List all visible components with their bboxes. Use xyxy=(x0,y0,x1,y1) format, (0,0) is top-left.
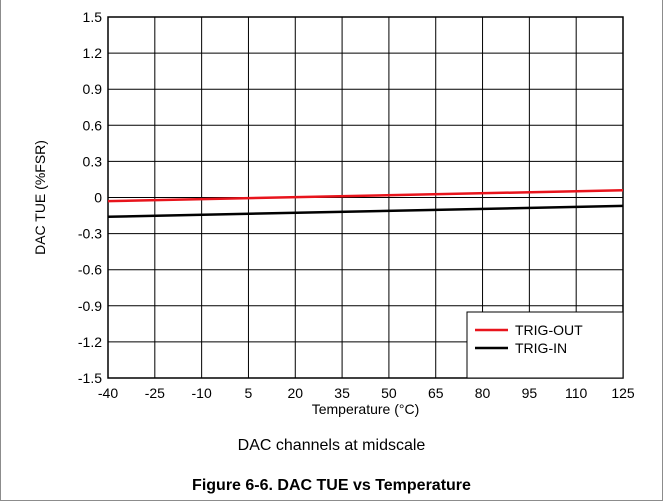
y-tick-labels: 1.5 1.2 0.9 0.6 0.3 0 -0.3 -0.6 -0.9 -1.2 -1.5 xyxy=(78,9,102,386)
y-tick-label: -0.6 xyxy=(78,262,102,278)
y-tick-label: -1.5 xyxy=(78,370,102,386)
series-line-trig-in xyxy=(107,204,624,219)
y-tick-label: 0.9 xyxy=(83,81,103,97)
y-tick-label: -0.9 xyxy=(78,298,102,314)
series-layer xyxy=(107,189,624,219)
legend: TRIG-OUT TRIG-IN xyxy=(466,311,624,379)
chart-caption: DAC channels at midscale xyxy=(237,437,426,454)
x-tick-label: 110 xyxy=(565,385,588,401)
y-tick-label: 1.2 xyxy=(83,45,103,61)
y-tick-label: 0.6 xyxy=(83,117,103,133)
x-tick-label: 125 xyxy=(611,385,635,401)
y-axis-label: DAC TUE (%FSR) xyxy=(32,140,48,255)
x-axis-label: Temperature (°C) xyxy=(312,401,420,417)
x-tick-label: -10 xyxy=(192,385,212,401)
figure-title: Figure 6-6. DAC TUE vs Temperature xyxy=(192,477,471,494)
legend-label-trig-in: TRIG-IN xyxy=(515,340,567,356)
x-tick-label: 65 xyxy=(428,385,444,401)
x-tick-label: 5 xyxy=(245,385,253,401)
series-line-trig-out xyxy=(107,189,624,203)
x-tick-labels: -40 -25 -10 5 20 35 50 65 80 95 110 125 xyxy=(98,385,635,401)
legend-box xyxy=(466,311,624,379)
legend-label-trig-out: TRIG-OUT xyxy=(515,322,583,338)
x-tick-label: 95 xyxy=(522,385,538,401)
y-tick-label: -0.3 xyxy=(78,226,102,242)
y-tick-label: -1.2 xyxy=(78,334,102,350)
x-tick-label: 35 xyxy=(334,385,350,401)
x-tick-label: 50 xyxy=(381,385,397,401)
x-tick-label: 20 xyxy=(287,385,303,401)
plot-area xyxy=(107,16,624,379)
x-tick-label: -40 xyxy=(98,385,118,401)
x-tick-label: -25 xyxy=(145,385,165,401)
y-tick-label: 0 xyxy=(94,190,102,206)
y-tick-label: 0.3 xyxy=(83,153,103,169)
x-tick-label: 80 xyxy=(475,385,491,401)
y-tick-label: 1.5 xyxy=(83,9,103,25)
chart: -40 -25 -10 5 20 35 50 65 80 95 110 125 1.5 1.2 0.9 0.… xyxy=(32,9,635,417)
